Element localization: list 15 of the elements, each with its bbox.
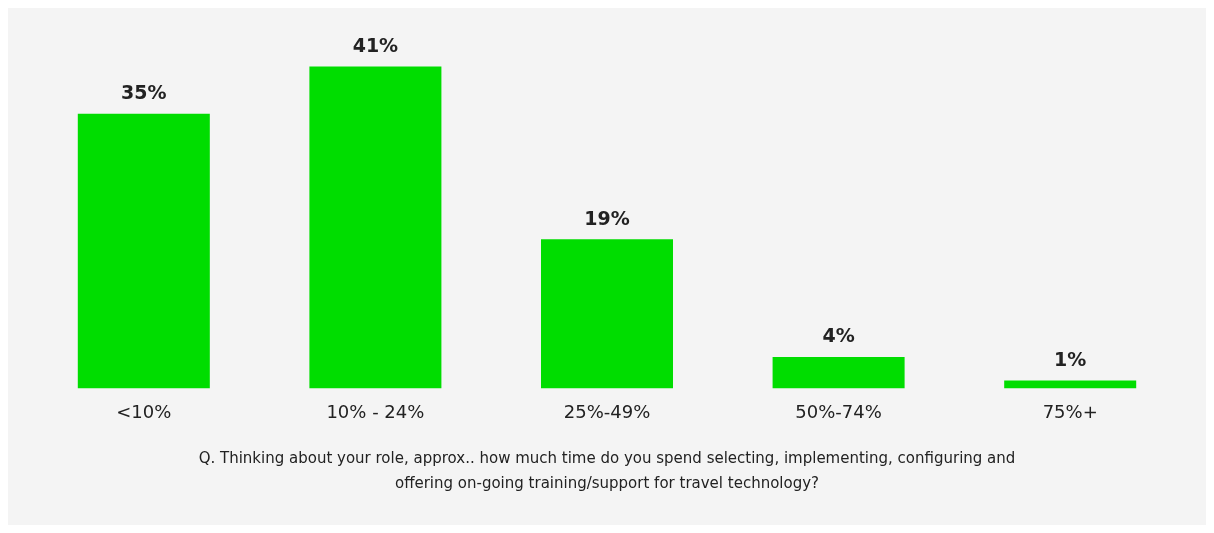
x-tick-label: 50%-74% — [795, 400, 882, 422]
data-label: 1% — [1054, 347, 1087, 370]
data-label: 19% — [584, 206, 630, 229]
text: Q. Thinking about your role, approx.. how much time do you spend selecting, implementing, configuring and offering on-going training/support for travel technology? — [197, 448, 1017, 494]
data-label: 4% — [822, 324, 855, 347]
bar — [309, 66, 442, 389]
x-tick-label: <10% — [116, 400, 172, 422]
bar — [77, 113, 210, 389]
data-label: 35% — [121, 81, 167, 104]
bar — [540, 239, 674, 389]
x-tick-label: 75%+ — [1042, 400, 1098, 422]
x-tick-label: 25%-49% — [563, 400, 651, 422]
bar — [772, 357, 905, 389]
data-label: 41% — [352, 34, 399, 57]
x-tick-label: 10% - 24% — [326, 400, 425, 422]
